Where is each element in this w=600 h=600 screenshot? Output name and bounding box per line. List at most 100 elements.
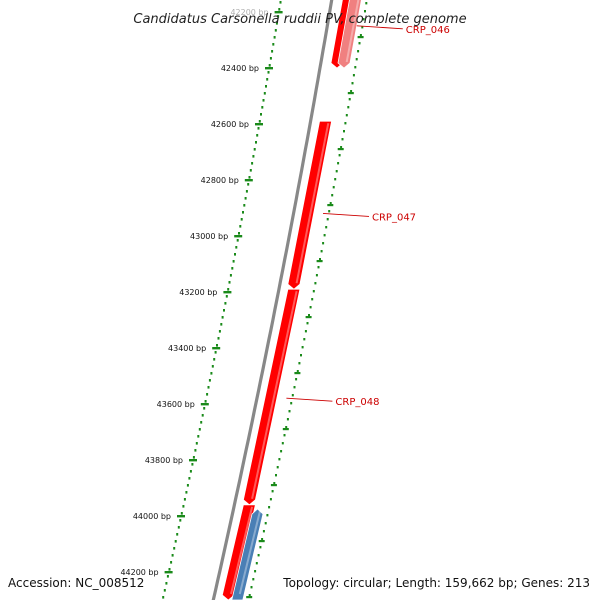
outer-track-dot	[325, 226, 328, 229]
ruler-minor-tick	[262, 99, 265, 102]
gene-label-leader	[356, 25, 403, 30]
gene-arrow	[221, 504, 256, 600]
ruler-minor-tick	[224, 302, 227, 305]
outer-track-dot	[252, 578, 255, 581]
ruler-minor-tick	[179, 519, 182, 522]
ruler-tick-label: 43400 bp	[168, 344, 206, 353]
outer-track-dot	[347, 106, 350, 109]
ruler-tick-label: 44000 bp	[133, 512, 171, 521]
outer-track-dot	[255, 562, 258, 565]
gene-label-leader	[322, 212, 370, 217]
outer-track-dot	[337, 162, 340, 165]
ruler-minor-tick	[244, 197, 247, 200]
ruler-tick-label: 42800 bp	[201, 176, 239, 185]
ruler-minor-tick	[201, 414, 204, 417]
ruler-minor-tick	[220, 323, 223, 326]
ruler-minor-tick	[245, 190, 248, 193]
outer-track-dot	[296, 370, 299, 373]
gene-highlight	[295, 123, 330, 284]
genome-title: Candidatus Carsonella ruddii PV, complet…	[133, 12, 466, 27]
ruler-major-tick	[189, 459, 197, 462]
ruler-minor-tick	[165, 582, 168, 585]
outer-track-dot	[295, 378, 298, 381]
ruler-tick-label: 43800 bp	[145, 456, 183, 465]
ruler-minor-tick	[188, 477, 191, 480]
outer-track-dot	[344, 122, 347, 125]
ruler-minor-tick	[266, 78, 269, 81]
genome-summary-text: Topology: circular; Length: 159,662 bp; …	[282, 576, 590, 590]
outer-track-tick	[316, 260, 323, 263]
ruler-minor-tick	[243, 204, 246, 207]
ruler-minor-tick	[192, 456, 195, 459]
outer-track-dot	[278, 458, 281, 461]
ruler-minor-tick	[182, 505, 185, 508]
outer-track-dot	[269, 498, 272, 501]
ruler-major-tick	[177, 515, 185, 518]
gene-arrow	[337, 0, 362, 69]
outer-track-dot	[323, 234, 326, 237]
ruler-minor-tick	[217, 337, 220, 340]
outer-track-dot	[300, 354, 302, 357]
ruler-minor-tick	[207, 386, 210, 389]
outer-track-dot	[326, 218, 329, 221]
ruler-tick-label: 42400 bp	[221, 64, 259, 73]
ruler-minor-tick	[180, 512, 183, 515]
ruler-minor-tick	[257, 127, 260, 130]
ruler-minor-tick	[168, 568, 171, 571]
ruler-tick-label: 42600 bp	[211, 120, 249, 129]
genome-backbone	[211, 0, 334, 600]
outer-track-dot	[361, 26, 364, 29]
ruler-minor-tick	[238, 232, 240, 235]
outer-track-dot	[257, 554, 260, 557]
outer-track-dot	[357, 50, 360, 53]
ruler-minor-tick	[163, 589, 166, 592]
ruler-minor-tick	[231, 267, 234, 270]
ruler-minor-tick	[265, 85, 267, 88]
ruler-minor-tick	[203, 407, 206, 410]
outer-track-dot	[335, 170, 338, 173]
ruler-minor-tick	[248, 176, 251, 179]
ruler-minor-tick	[227, 288, 230, 291]
ruler-minor-tick	[166, 575, 169, 578]
outer-track-tick	[337, 148, 344, 151]
ruler-tick-label: 43000 bp	[190, 232, 228, 241]
gene-label: CRP_048	[335, 397, 379, 408]
outer-track-tick	[294, 372, 301, 375]
ruler-major-tick	[234, 235, 243, 238]
ruler-major-tick	[164, 571, 173, 574]
outer-track-dot	[355, 58, 358, 61]
outer-track-dot	[345, 114, 348, 117]
ruler-minor-tick	[197, 435, 200, 438]
outer-track-dot	[254, 570, 257, 573]
ruler-minor-tick	[256, 134, 259, 137]
ruler-minor-tick	[267, 71, 270, 74]
ruler-minor-tick	[204, 400, 207, 403]
outer-track-dot	[280, 450, 283, 453]
ruler-minor-tick	[221, 316, 224, 319]
outer-track-dot	[290, 402, 293, 405]
ruler-minor-tick	[177, 526, 180, 529]
ruler-minor-tick	[275, 22, 278, 25]
gene-label-leader	[286, 397, 333, 402]
ruler-minor-tick	[268, 64, 271, 67]
gene-highlight	[251, 290, 298, 500]
outer-track-dot	[314, 282, 317, 285]
outer-track-dot	[298, 362, 301, 365]
ruler-minor-tick	[277, 15, 280, 18]
outer-track-dot	[250, 586, 253, 589]
outer-track-tick	[270, 484, 277, 487]
outer-track-dot	[365, 2, 368, 5]
outer-track-tick	[258, 540, 265, 543]
ruler-major-tick	[274, 11, 283, 14]
ruler-minor-tick	[260, 113, 262, 116]
gene-highlight	[230, 506, 254, 595]
outer-track-dot	[317, 266, 320, 269]
outer-track-tick	[347, 92, 354, 95]
outer-track-dot	[311, 298, 314, 301]
ruler-minor-tick	[200, 421, 203, 424]
outer-track-dot	[248, 594, 251, 597]
outer-track-dot	[348, 98, 351, 101]
ruler-minor-tick	[218, 330, 221, 333]
ruler-major-tick	[255, 123, 263, 126]
